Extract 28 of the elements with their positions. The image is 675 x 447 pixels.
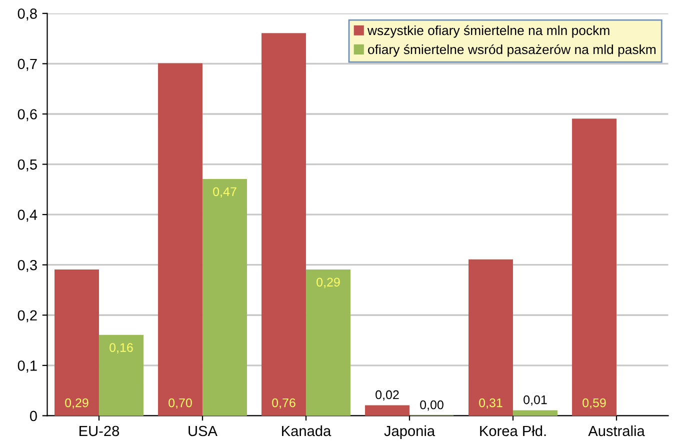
data-label: 0,59: [582, 398, 606, 409]
legend-label: wszystkie ofiary śmiertelne na mln pockm: [367, 25, 610, 38]
data-label: 0,29: [316, 278, 340, 288]
x-tick-label: Australia: [588, 425, 645, 436]
y-tick-label: 0: [30, 410, 37, 422]
data-label: 0,47: [213, 187, 236, 198]
y-tick-label: 0,6: [18, 109, 37, 122]
y-tick-label: 0,8: [18, 8, 37, 21]
y-tick-label: 0,3: [18, 260, 37, 272]
x-tick-label: EU-28: [80, 426, 120, 436]
x-tick-label: USA: [188, 426, 218, 436]
x-tick-label: Kanada: [282, 425, 332, 436]
data-label: 0,31: [479, 398, 502, 409]
data-label: 0,76: [272, 398, 296, 409]
legend-label: ofiary śmiertelne wsród pasażerów na mld paskm: [368, 44, 656, 57]
x-tick-label: Korea Płd.: [480, 425, 546, 436]
data-label: 0,02: [376, 390, 399, 401]
y-tick-label: 0,5: [18, 159, 37, 172]
data-label: 0,29: [65, 398, 88, 409]
data-label: 0,00: [420, 400, 444, 411]
data-label: 0,16: [110, 343, 133, 354]
y-tick-label: 0,1: [18, 360, 37, 373]
y-tick-label: 0,2: [18, 310, 37, 322]
x-tick-label: Japonia: [384, 425, 436, 440]
y-tick-label: 0,4: [18, 210, 38, 222]
y-tick-label: 0,7: [18, 58, 37, 71]
data-label: 0,70: [168, 398, 192, 409]
data-label: 0,01: [524, 395, 547, 406]
